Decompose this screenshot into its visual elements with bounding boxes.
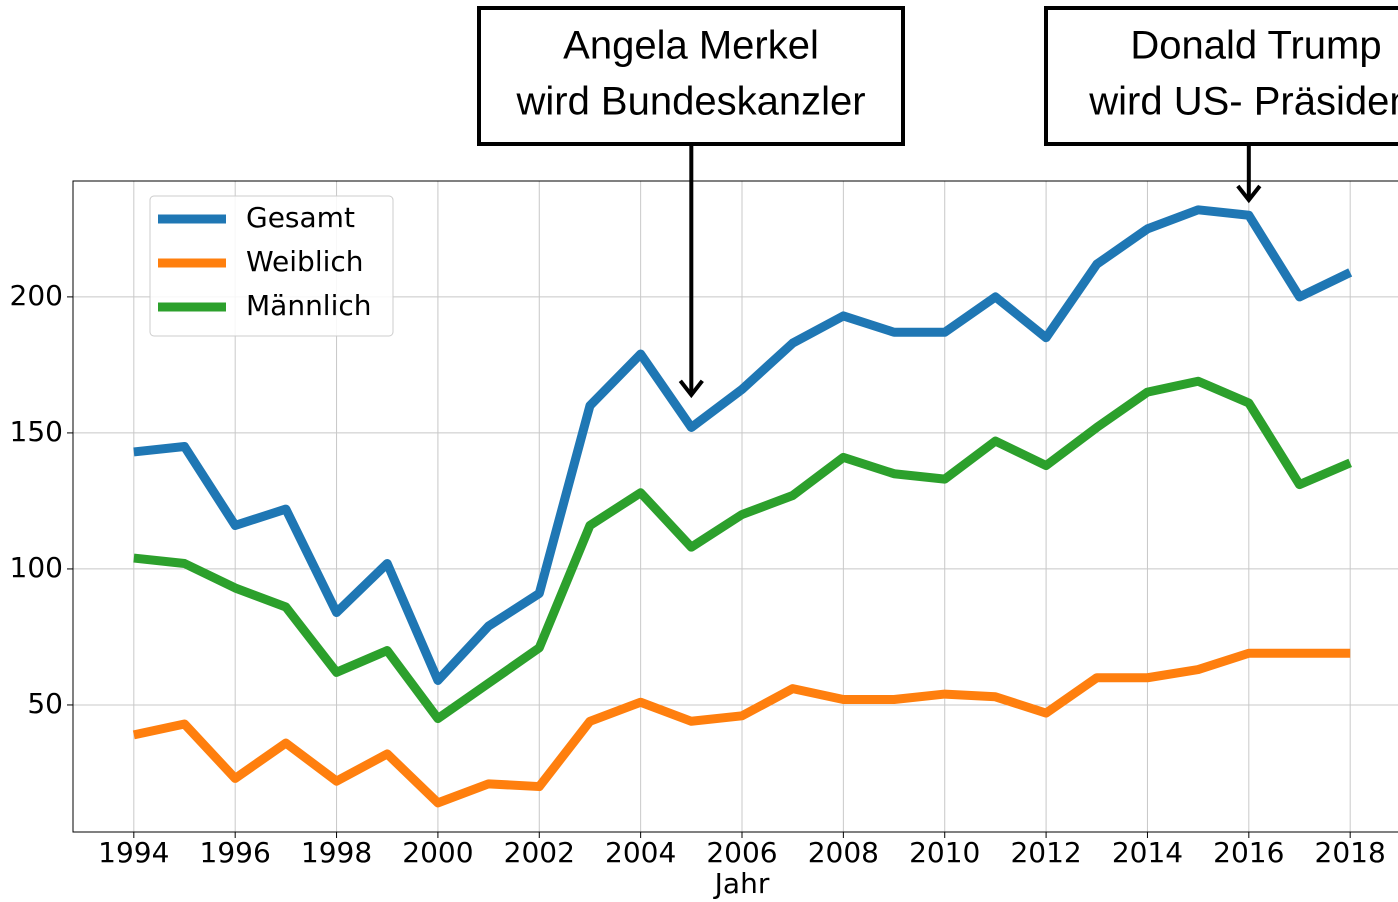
y-tick-label: 150	[10, 415, 63, 448]
series-line	[133, 376, 1352, 724]
x-tick-label: 2012	[1010, 836, 1081, 869]
legend-label: Gesamt	[246, 201, 355, 234]
x-tick-label: 2010	[909, 836, 980, 869]
annotation-text: wird Bundeskanzler	[515, 80, 865, 124]
y-tick-label: 100	[10, 551, 63, 584]
legend-label: Männlich	[246, 289, 372, 322]
x-tick-label: 2014	[1112, 836, 1183, 869]
x-axis-label: Jahr	[713, 867, 770, 900]
x-tick-label: 2000	[402, 836, 473, 869]
x-tick-label: 1994	[98, 836, 169, 869]
legend-box	[149, 195, 394, 337]
x-tick-label: 1998	[301, 836, 372, 869]
series-line	[133, 205, 1353, 685]
x-tick-label: 2008	[808, 836, 879, 869]
annotation-text: Donald Trump	[1130, 24, 1381, 68]
x-tick-label: 2018	[1315, 836, 1386, 869]
x-tick-label: 2016	[1213, 836, 1284, 869]
legend-label: Weiblich	[246, 245, 364, 278]
arrow-head	[1236, 184, 1262, 204]
series-line	[132, 648, 1351, 808]
annotation-box	[477, 6, 905, 146]
annotation-text: wird US- Präsident	[1088, 80, 1398, 124]
arrow-head	[678, 379, 704, 399]
y-tick-label: 200	[10, 279, 63, 312]
annotation-box	[1044, 6, 1398, 146]
x-tick-label: 2004	[605, 836, 676, 869]
annotation-text: Angela Merkel	[563, 24, 819, 68]
x-tick-label: 2006	[706, 836, 777, 869]
x-tick-label: 1996	[200, 836, 271, 869]
y-tick-label: 50	[27, 687, 63, 720]
x-tick-label: 2002	[504, 836, 575, 869]
plot-frame	[72, 180, 1398, 833]
